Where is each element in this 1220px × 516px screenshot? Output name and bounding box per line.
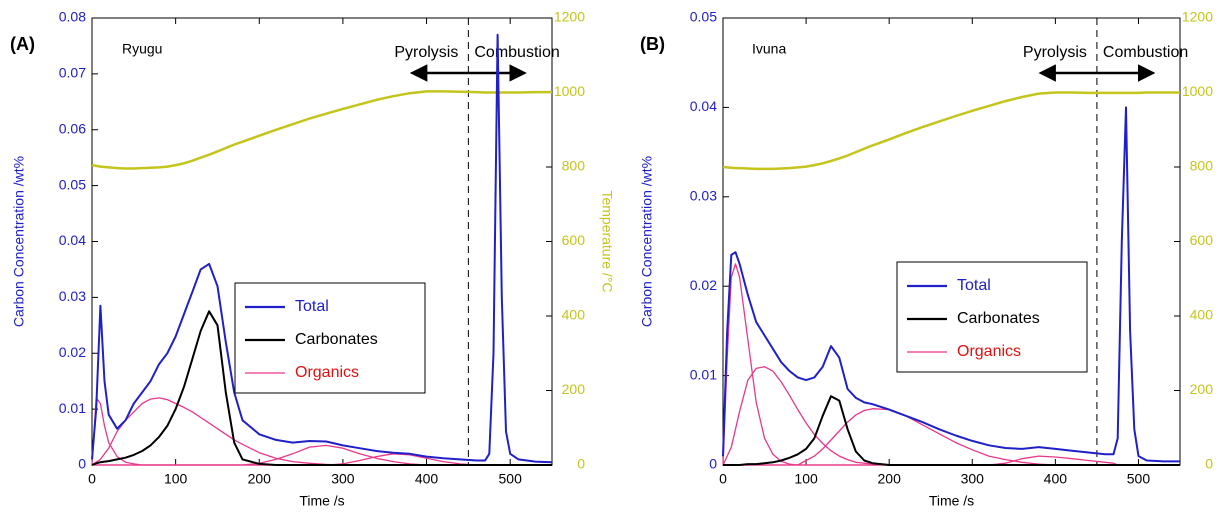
annotation: Combustion bbox=[474, 44, 559, 61]
legend-label: Carbonates bbox=[957, 310, 1040, 327]
x-tick-label: 300 bbox=[961, 471, 985, 487]
x-tick-label: 400 bbox=[415, 471, 439, 487]
y2-tick-label: 1200 bbox=[554, 9, 585, 25]
y2-tick-label: 1200 bbox=[1182, 9, 1213, 25]
y2-axis-label: Temperature /°C bbox=[599, 190, 615, 292]
x-tick-label: 400 bbox=[1044, 471, 1068, 487]
y-tick-label: 0.03 bbox=[690, 188, 717, 204]
legend-label: Organics bbox=[957, 343, 1021, 360]
y-tick-label: 0.05 bbox=[690, 9, 717, 25]
x-tick-label: 500 bbox=[499, 471, 523, 487]
annotation: Combustion bbox=[1103, 44, 1188, 61]
y2-tick-label: 600 bbox=[1190, 232, 1214, 248]
x-tick-label: 100 bbox=[164, 471, 188, 487]
panel-label: (B) bbox=[640, 34, 665, 54]
y-tick-label: 0.02 bbox=[59, 344, 86, 360]
annotation: Pyrolysis bbox=[394, 44, 458, 61]
y2-tick-label: 200 bbox=[562, 381, 586, 397]
x-axis-label: Time /s bbox=[929, 493, 974, 509]
sample-name: Ryugu bbox=[122, 41, 162, 57]
y2-tick-label: 1000 bbox=[554, 83, 585, 99]
y2-tick-label: 400 bbox=[1190, 307, 1214, 323]
y2-tick-label: 400 bbox=[562, 307, 586, 323]
legend-label: Total bbox=[295, 298, 329, 315]
x-tick-label: 0 bbox=[88, 471, 96, 487]
x-axis-label: Time /s bbox=[299, 493, 344, 509]
x-tick-label: 500 bbox=[1127, 471, 1151, 487]
y2-tick-label: 0 bbox=[577, 456, 585, 472]
temperature-line bbox=[722, 91, 1180, 171]
component-line bbox=[722, 366, 1180, 466]
y-axis-label: Carbon Concentration /wt% bbox=[639, 156, 655, 327]
panel-label: (A) bbox=[10, 34, 35, 54]
series-line bbox=[722, 106, 1180, 463]
y-tick-label: 0.02 bbox=[690, 277, 717, 293]
component-line bbox=[91, 397, 552, 466]
legend-label: Total bbox=[957, 277, 991, 294]
y-tick-label: 0.08 bbox=[59, 9, 86, 25]
x-tick-label: 300 bbox=[331, 471, 355, 487]
component-line bbox=[92, 444, 552, 466]
y2-tick-label: 200 bbox=[1190, 381, 1214, 397]
annotation: Pyrolysis bbox=[1023, 44, 1087, 61]
y-tick-label: 0.01 bbox=[690, 366, 717, 382]
y2-tick-label: 800 bbox=[562, 158, 586, 174]
temperature-line bbox=[91, 90, 552, 170]
legend-box bbox=[234, 282, 426, 394]
y-tick-label: 0 bbox=[78, 456, 86, 472]
y-tick-label: 0.04 bbox=[59, 232, 86, 248]
legend-label: Organics bbox=[295, 364, 359, 381]
y2-tick-label: 600 bbox=[562, 232, 586, 248]
series-line bbox=[91, 33, 553, 464]
y-tick-label: 0.07 bbox=[59, 65, 86, 81]
x-tick-label: 100 bbox=[794, 471, 818, 487]
x-tick-label: 200 bbox=[878, 471, 902, 487]
component-line bbox=[92, 453, 552, 466]
y2-tick-label: 800 bbox=[1190, 158, 1214, 174]
component-line bbox=[91, 397, 552, 466]
x-tick-label: 0 bbox=[719, 471, 727, 487]
y-tick-label: 0 bbox=[709, 456, 717, 472]
legend-box bbox=[896, 261, 1088, 373]
y-tick-label: 0.05 bbox=[59, 176, 86, 192]
y-tick-label: 0.04 bbox=[690, 98, 717, 114]
y2-tick-label: 1000 bbox=[1182, 83, 1213, 99]
legend-label: Carbonates bbox=[295, 331, 378, 348]
sample-name: Ivuna bbox=[752, 41, 786, 57]
series-line bbox=[91, 310, 552, 466]
y-axis-label: Carbon Concentration /wt% bbox=[11, 156, 27, 327]
y-tick-label: 0.06 bbox=[59, 120, 86, 136]
y2-tick-label: 0 bbox=[1205, 456, 1213, 472]
y-tick-label: 0.01 bbox=[59, 400, 86, 416]
series-line bbox=[723, 395, 1180, 466]
x-tick-label: 200 bbox=[248, 471, 272, 487]
y-tick-label: 0.03 bbox=[59, 288, 86, 304]
